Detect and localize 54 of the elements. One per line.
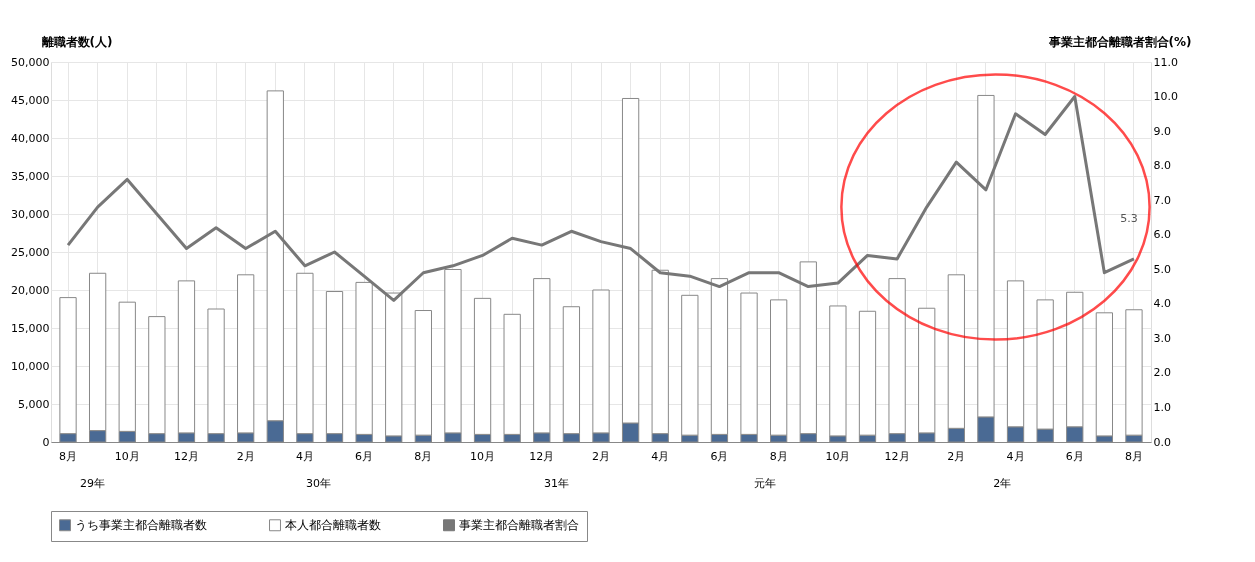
y-tick-label: 5,000: [18, 397, 50, 411]
text: 30年: [306, 477, 332, 490]
y2-tick-label: 3.0: [1153, 331, 1171, 345]
line-series: [66, 95, 1136, 302]
x-tick-label: 4月: [1006, 449, 1025, 463]
x-tick-label: 8月: [1124, 449, 1143, 463]
y-tick-label: 20,000: [11, 283, 50, 297]
x-tick-label: 12月: [173, 449, 199, 463]
y2-tick-label: 11.0: [1153, 55, 1178, 69]
x-tick-label: 10月: [114, 449, 140, 463]
y2-tick-label: 10.0: [1153, 90, 1178, 104]
legend-label: 事業主都合離職者割合: [459, 518, 579, 533]
y2-tick-label: 9.0: [1153, 124, 1171, 138]
x-tick-label: 6月: [355, 449, 374, 463]
y-tick-label: 0: [42, 435, 50, 449]
y-tick-label: 25,000: [11, 245, 50, 259]
y-tick-label: 15,000: [11, 321, 50, 335]
x-tick-label: 12月: [884, 449, 910, 463]
x-tick-label: 4月: [651, 449, 670, 463]
y-tick-label: 30,000: [11, 207, 50, 221]
y2-tick-label: 5.0: [1153, 262, 1171, 276]
text: 2年: [993, 477, 1012, 490]
x-tick-label: 12月: [529, 449, 555, 463]
text: 31年: [543, 477, 569, 490]
y2-tick-label: 7.0: [1153, 193, 1171, 207]
text: 元年: [753, 477, 776, 490]
y2-tick-label: 6.0: [1153, 228, 1171, 242]
y2-tick-label: 1.0: [1153, 400, 1171, 414]
y-tick-label: 10,000: [11, 359, 50, 373]
y-tick-label: 45,000: [11, 93, 50, 107]
text: 29年: [80, 477, 106, 490]
x-tick-label: 8月: [59, 449, 78, 463]
y2-tick-label: 2.0: [1153, 366, 1171, 380]
x-tick-label: 4月: [295, 449, 314, 463]
x-tick-label: 2月: [592, 449, 610, 463]
x-tick-label: 8月: [769, 449, 788, 463]
x-tick-label: 10月: [470, 449, 496, 463]
data-label: 5.3: [1120, 211, 1138, 225]
y2-tick-label: 4.0: [1153, 297, 1171, 311]
y-tick-label: 50,000: [11, 55, 50, 69]
y-tick-label: 35,000: [11, 169, 50, 183]
y-tick-label: 40,000: [11, 131, 50, 145]
legend-label: うち事業主都合離職者数: [75, 518, 207, 533]
y2-axis-title: 事業主都合離職者割合(%): [1047, 34, 1192, 49]
y2-tick-label: 0.0: [1153, 435, 1171, 449]
y-axis-title: 離職者数(人): [40, 34, 113, 49]
legend-label: 本人都合離職者数: [285, 518, 381, 533]
x-tick-label: 10月: [825, 449, 851, 463]
x-tick-label: 2月: [236, 449, 255, 463]
y2-tick-label: 8.0: [1153, 159, 1171, 173]
x-tick-label: 8月: [414, 449, 433, 463]
x-tick-label: 6月: [1065, 449, 1084, 463]
x-tick-label: 2月: [947, 449, 966, 463]
x-tick-label: 6月: [710, 449, 729, 463]
